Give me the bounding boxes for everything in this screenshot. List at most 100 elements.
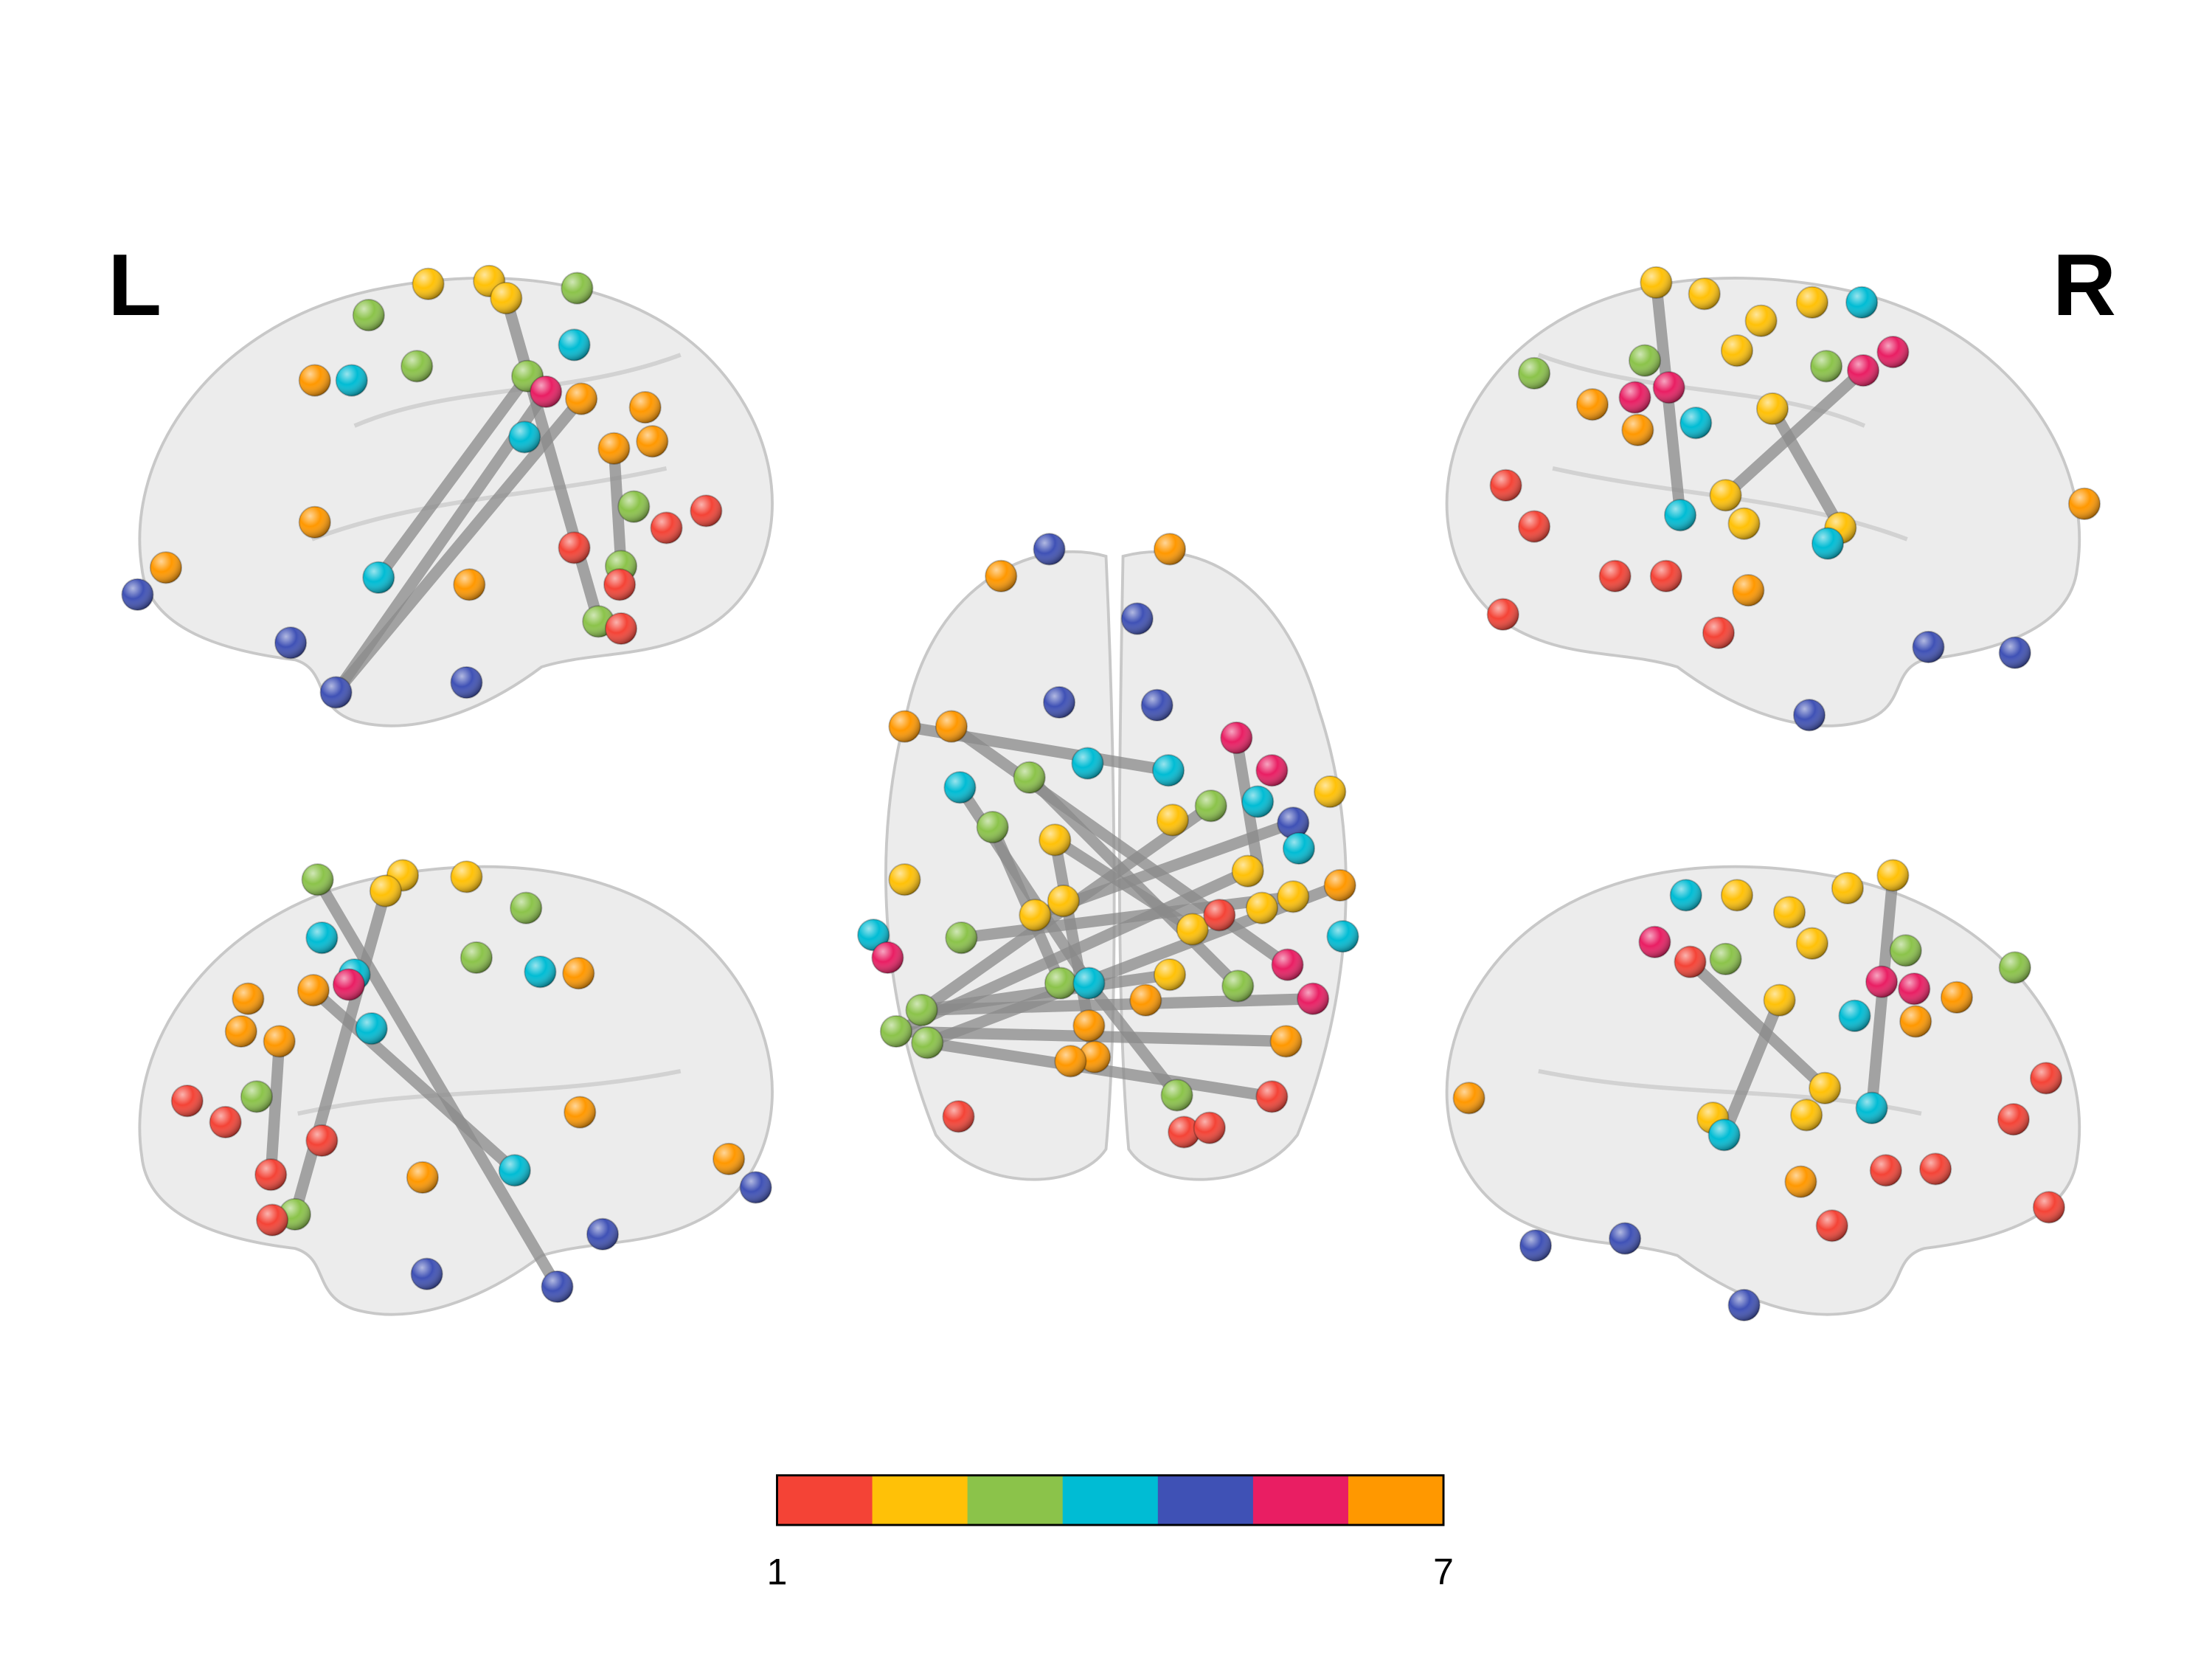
node-shade <box>1519 1230 1552 1262</box>
node-shade <box>637 426 668 457</box>
node-shade <box>255 1159 287 1191</box>
brain-top-left <box>138 276 774 727</box>
node-shade <box>274 627 307 659</box>
node-shade <box>240 1081 273 1113</box>
node-shade <box>1154 958 1186 991</box>
node-shade <box>1899 973 1930 1005</box>
node-shade <box>1327 921 1359 952</box>
edge <box>311 874 564 1293</box>
node-shade <box>1242 786 1274 817</box>
node-shade <box>353 300 384 331</box>
node-shade <box>1518 357 1550 390</box>
node-shade <box>1791 1099 1823 1131</box>
node-shade <box>1919 1153 1952 1185</box>
node-shade <box>558 532 590 564</box>
node-shade <box>1039 824 1071 856</box>
node-shade <box>297 975 330 1006</box>
node-shade <box>451 861 482 893</box>
node-shade <box>1195 790 1227 822</box>
node-shade <box>1141 689 1173 721</box>
node-shade <box>1256 1081 1288 1113</box>
node-shade <box>299 364 330 396</box>
node-shade <box>586 1218 619 1251</box>
node-shade <box>1809 1072 1841 1104</box>
node-shade <box>906 995 937 1026</box>
node-shade <box>889 710 920 742</box>
node-shade <box>889 864 920 896</box>
node-shade <box>460 941 493 974</box>
node-shade <box>1232 855 1263 887</box>
edge <box>915 993 1319 1016</box>
node-shade <box>1997 1104 2030 1135</box>
colorbar-segment <box>1157 1475 1254 1525</box>
node-shade <box>1019 899 1051 931</box>
hemisphere-label: R <box>2053 236 2116 334</box>
node-shade <box>1221 722 1252 754</box>
node-shade <box>1640 266 1672 299</box>
colorbar-segment <box>1062 1475 1159 1525</box>
node-shade <box>225 1015 257 1048</box>
node-shade <box>1810 350 1842 382</box>
node-shade <box>1890 935 1921 966</box>
node-shade <box>1756 392 1789 425</box>
node-shade <box>171 1085 203 1117</box>
node-shade <box>1664 499 1696 531</box>
colorbar-label: 1 <box>767 1552 788 1593</box>
node-shade <box>306 921 338 954</box>
node-shade <box>401 350 433 382</box>
node-shade <box>977 812 1008 843</box>
node-shade <box>563 958 594 989</box>
node-shade <box>1999 952 2031 983</box>
node-shade <box>1453 1082 1485 1114</box>
node-shade <box>1796 927 1828 959</box>
node-shade <box>1847 354 1879 387</box>
node-shade <box>150 552 182 584</box>
node-shade <box>561 272 593 304</box>
node-shade <box>1078 1041 1111 1073</box>
node-shade <box>1272 949 1303 981</box>
node-shade <box>558 329 590 361</box>
node-shade <box>1599 560 1631 592</box>
colorbar-segment <box>967 1475 1064 1525</box>
node-shade <box>1870 1155 1901 1186</box>
node-shade <box>985 560 1017 592</box>
node-shade <box>509 421 541 453</box>
node-shade <box>1670 879 1702 911</box>
colorbar-segment <box>777 1475 873 1525</box>
node-shade <box>2030 1062 2062 1094</box>
node-shade <box>299 506 330 538</box>
node-shade <box>1650 560 1682 592</box>
node-shade <box>490 282 522 314</box>
node-shade <box>713 1143 745 1175</box>
node-shade <box>1487 598 1519 630</box>
edge <box>1083 977 1183 1102</box>
node-shade <box>1576 389 1609 421</box>
node-shade <box>1688 278 1720 310</box>
node-shade <box>1653 372 1685 404</box>
node-shade <box>1043 686 1075 719</box>
node-shade <box>1999 637 2031 668</box>
node-shade <box>451 666 482 699</box>
hemisphere-label: L <box>108 236 162 334</box>
edge <box>608 443 627 573</box>
node-shade <box>524 956 556 988</box>
edge <box>372 370 533 584</box>
node-shade <box>1721 879 1753 911</box>
node-shade <box>1680 407 1712 439</box>
node-shade <box>1831 872 1864 904</box>
node-shade <box>1222 970 1254 1002</box>
node-shade <box>1283 832 1315 865</box>
node-shade <box>1773 896 1806 928</box>
node-shade <box>1609 1222 1641 1254</box>
node-shade <box>1152 755 1185 786</box>
node-shade <box>880 1015 912 1048</box>
node-shade <box>1785 1166 1817 1197</box>
node-shade <box>1277 881 1309 913</box>
node-shade <box>1811 528 1844 559</box>
node-shade <box>1314 775 1346 808</box>
node-shade <box>1297 983 1329 1014</box>
node-shade <box>1728 1289 1760 1321</box>
edge <box>1767 403 1847 534</box>
node-shade <box>320 677 352 708</box>
